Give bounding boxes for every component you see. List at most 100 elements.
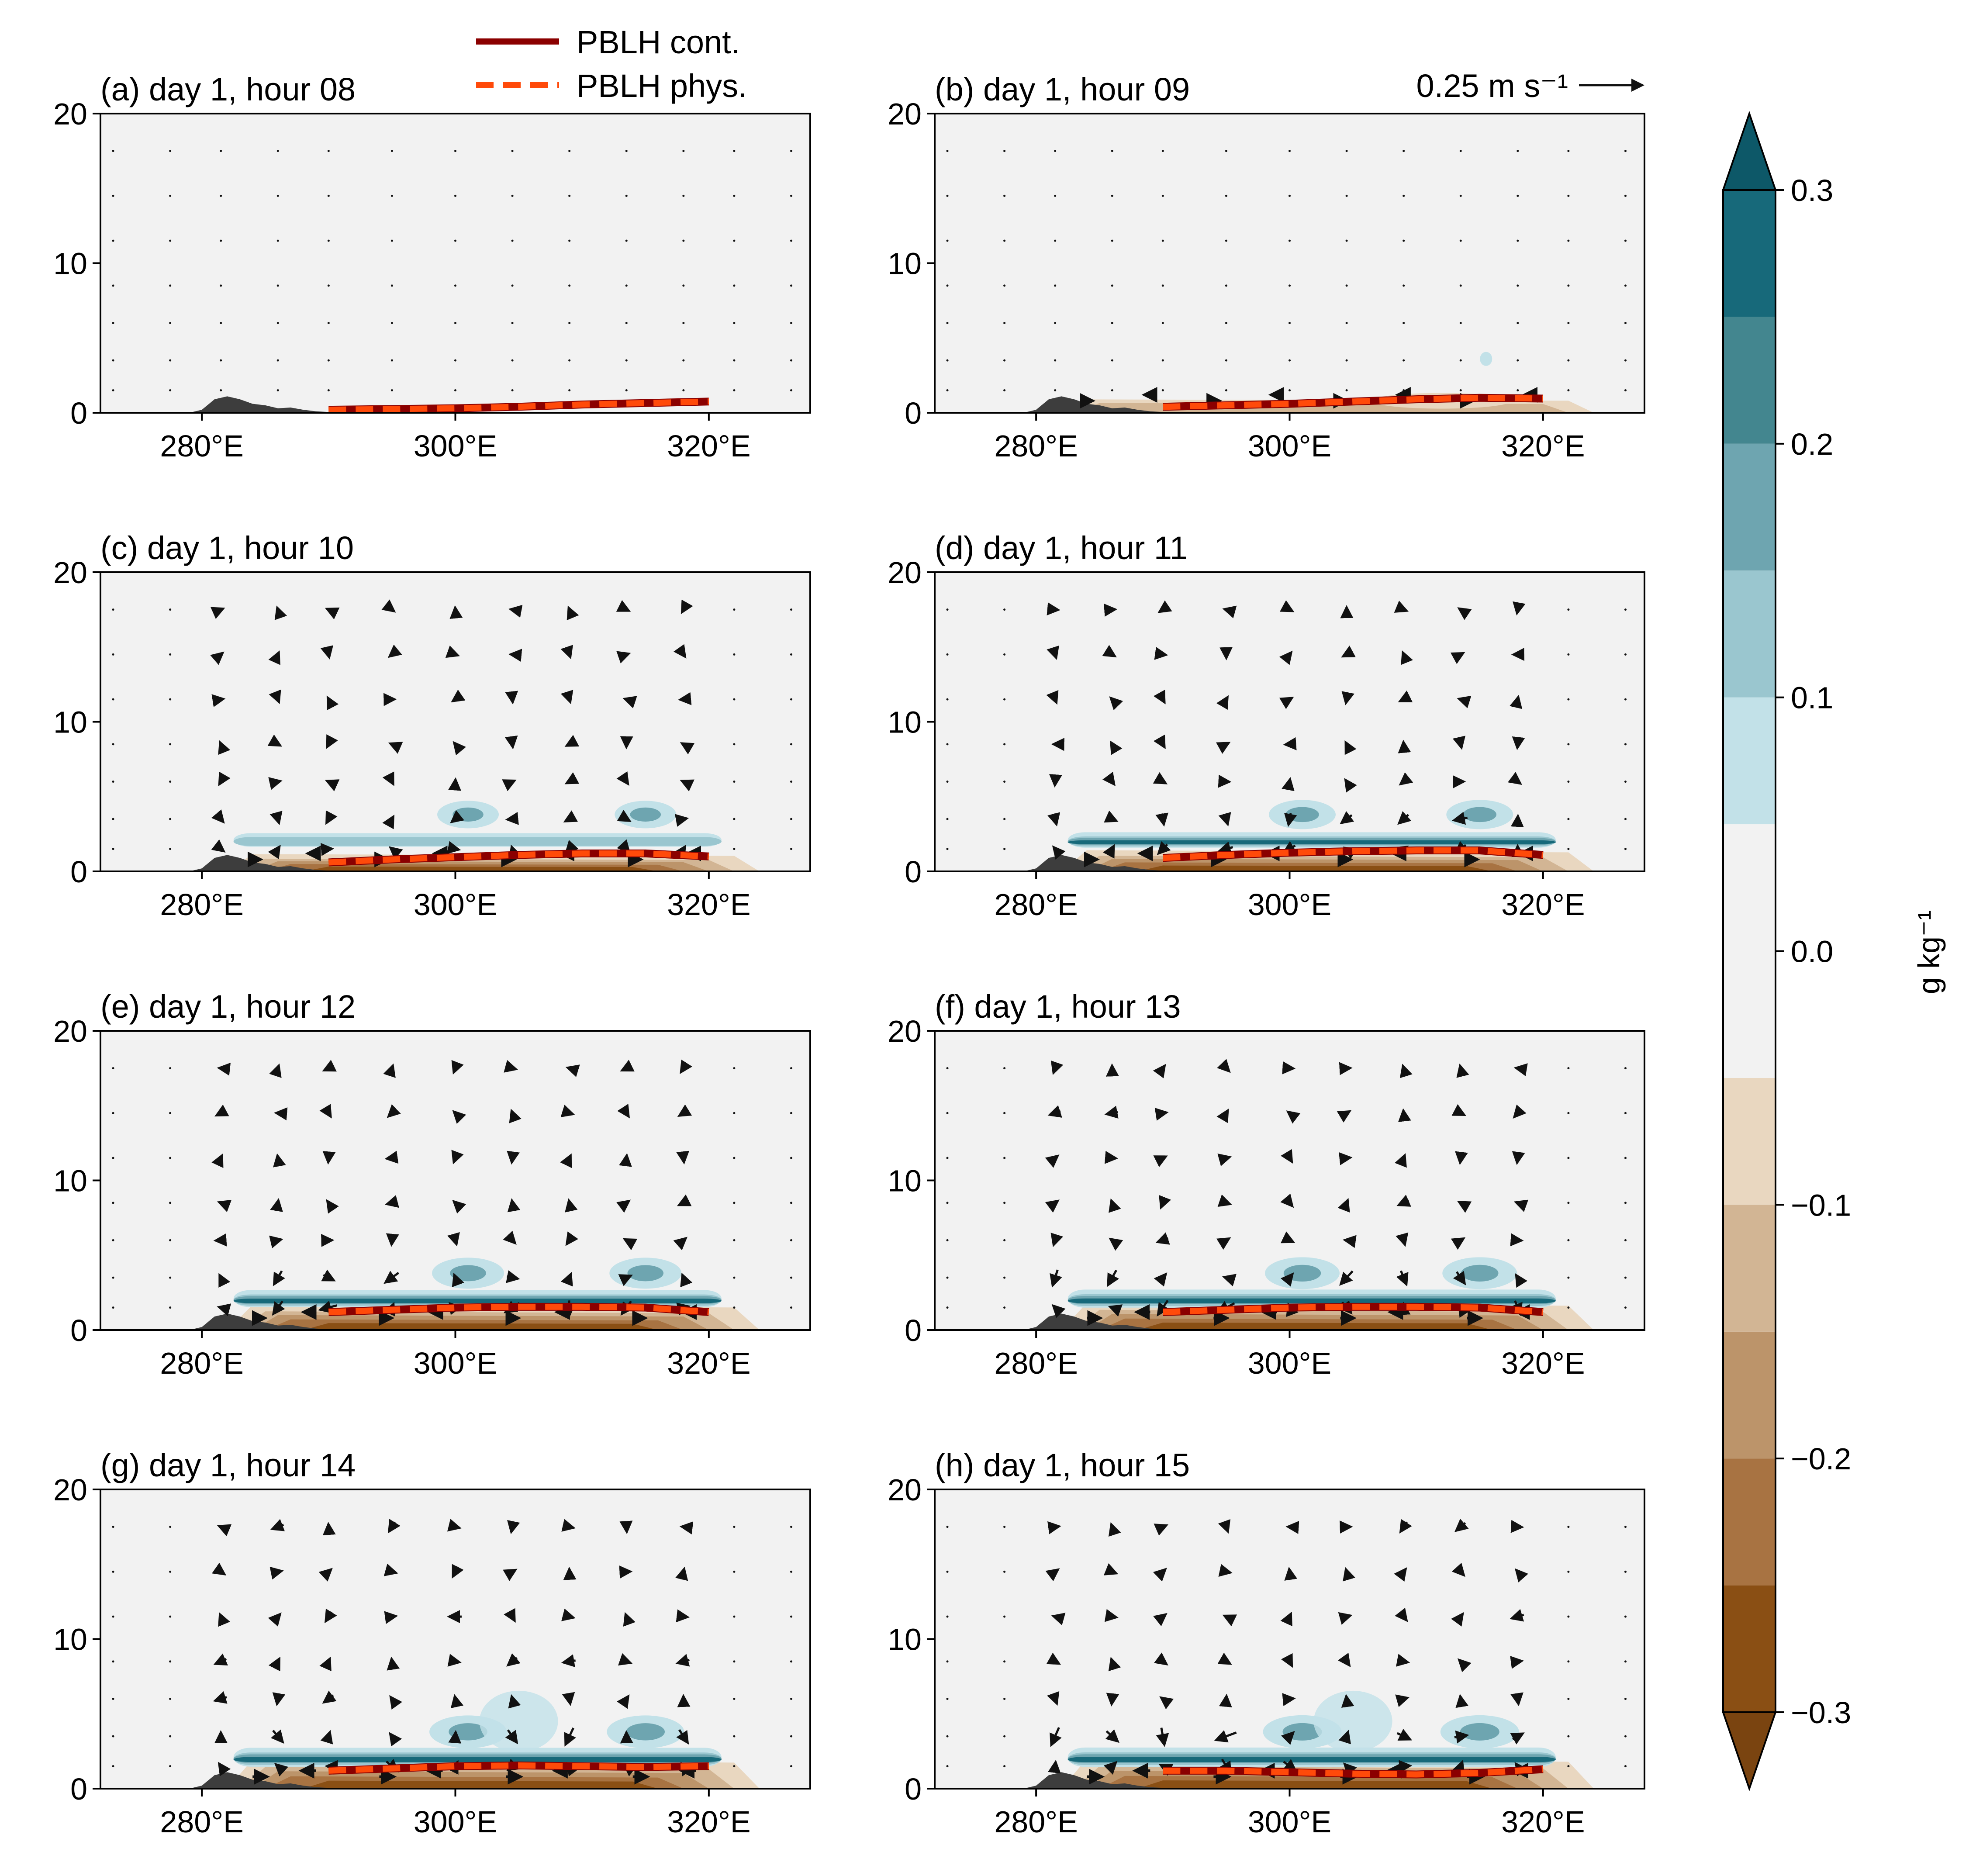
wind-vector — [1567, 1765, 1570, 1768]
wind-vector — [733, 1067, 736, 1070]
wind-vector — [1046, 690, 1059, 705]
wind-vector — [1624, 322, 1627, 324]
wind-vector — [511, 239, 514, 242]
wind-vector — [1161, 194, 1164, 197]
wind-vector — [217, 1199, 232, 1213]
wind-vector — [1003, 1526, 1006, 1528]
anomaly-positive-band — [233, 837, 722, 846]
wind-vector — [381, 599, 396, 613]
wind-vector — [733, 1570, 736, 1573]
y-tick-label: 20 — [888, 556, 922, 590]
anomaly-negative-band — [303, 1323, 658, 1330]
wind-vector — [454, 322, 456, 324]
wind-vector — [674, 844, 687, 860]
wind-vector — [790, 1735, 792, 1738]
legend: PBLH cont. PBLH phys. — [476, 24, 747, 104]
y-tick-label: 10 — [888, 1623, 922, 1657]
y-tick-label: 20 — [53, 556, 87, 590]
wind-vector — [511, 150, 514, 152]
wind-vector — [625, 359, 628, 362]
wind-vector — [1396, 1654, 1410, 1667]
wind-vector — [503, 1230, 517, 1245]
wind-vector — [268, 844, 281, 860]
wind-vector — [504, 735, 518, 750]
wind-vector — [560, 645, 573, 660]
wind-vector — [1398, 690, 1413, 702]
wind-vector — [1050, 1060, 1064, 1075]
wind-vector — [1051, 1613, 1066, 1626]
wind-vector — [318, 1300, 338, 1313]
wind-vector — [733, 743, 736, 746]
pblh-phys-line — [1162, 847, 1544, 861]
wind-vector — [1341, 1694, 1354, 1708]
anomaly-blob-core — [626, 1723, 665, 1741]
wind-vector — [946, 1112, 949, 1114]
wind-vector — [1624, 608, 1627, 611]
wind-vector — [388, 742, 403, 754]
wind-vector — [268, 1656, 280, 1672]
wind-vector — [1395, 1607, 1408, 1622]
wind-vector — [112, 1239, 114, 1241]
wind-vector — [733, 284, 736, 287]
wind-vector — [790, 1570, 792, 1573]
wind-vector — [1340, 811, 1354, 825]
wind-vector — [169, 194, 172, 197]
wind-vector — [1517, 150, 1519, 152]
wind-vector — [112, 1765, 114, 1768]
wind-vector — [1111, 322, 1113, 324]
wind-vector — [318, 1568, 333, 1582]
wind-vector — [616, 771, 629, 786]
wind-vector — [1289, 150, 1291, 152]
wind-vector — [169, 1202, 172, 1204]
wind-vector — [1624, 1526, 1627, 1528]
wind-vector — [1003, 1570, 1006, 1573]
wind-vector — [1156, 1727, 1169, 1747]
wind-vector — [946, 194, 949, 197]
y-tick-label: 20 — [888, 1473, 922, 1507]
wind-vector — [1003, 1202, 1006, 1204]
wind-vector — [733, 1526, 736, 1528]
wind-vector — [327, 389, 330, 392]
wind-vector — [733, 1239, 736, 1241]
wind-vector — [676, 1150, 690, 1165]
terrain — [935, 1313, 1644, 1330]
wind-vector — [1054, 322, 1057, 324]
wind-vector — [565, 1198, 578, 1213]
wind-vector — [733, 1660, 736, 1663]
wind-vector — [112, 1157, 114, 1159]
wind-vector — [567, 605, 579, 621]
wind-vector — [568, 284, 571, 287]
wind-vector — [1281, 1149, 1293, 1164]
wind-vector — [1567, 1526, 1570, 1528]
wind-vector — [946, 322, 949, 324]
wind-vector — [1217, 1153, 1232, 1166]
wind-vector — [733, 239, 736, 242]
wind-vector — [568, 359, 571, 362]
anomaly-positive-band — [1067, 1298, 1556, 1303]
wind-vector — [1451, 812, 1468, 825]
wind-vector — [325, 810, 338, 825]
wind-vector — [169, 322, 172, 324]
y-tick-label: 10 — [888, 705, 922, 739]
wind-vector — [1154, 1652, 1168, 1666]
wind-vector — [169, 389, 172, 392]
wind-vector — [733, 1615, 736, 1618]
wind-vector — [1217, 1652, 1232, 1665]
wind-vector — [1514, 1568, 1528, 1582]
wind-vector — [1284, 1567, 1298, 1581]
wind-vector — [447, 841, 461, 854]
x-tick-label: 320°E — [667, 1805, 750, 1839]
wind-vector — [1459, 389, 1462, 392]
wind-vector — [453, 741, 466, 756]
wind-vector — [112, 1276, 114, 1279]
wind-vector — [1003, 1306, 1006, 1309]
colorbar-extend-low — [1722, 1711, 1777, 1792]
wind-vector — [270, 1519, 285, 1531]
y-tick-label: 10 — [53, 705, 87, 739]
wind-vector — [616, 600, 631, 612]
wind-vector — [790, 1765, 792, 1768]
wind-vector — [1003, 1157, 1006, 1159]
wind-vector — [1567, 653, 1570, 656]
wind-vector — [269, 1566, 284, 1580]
wind-vector — [1567, 608, 1570, 611]
